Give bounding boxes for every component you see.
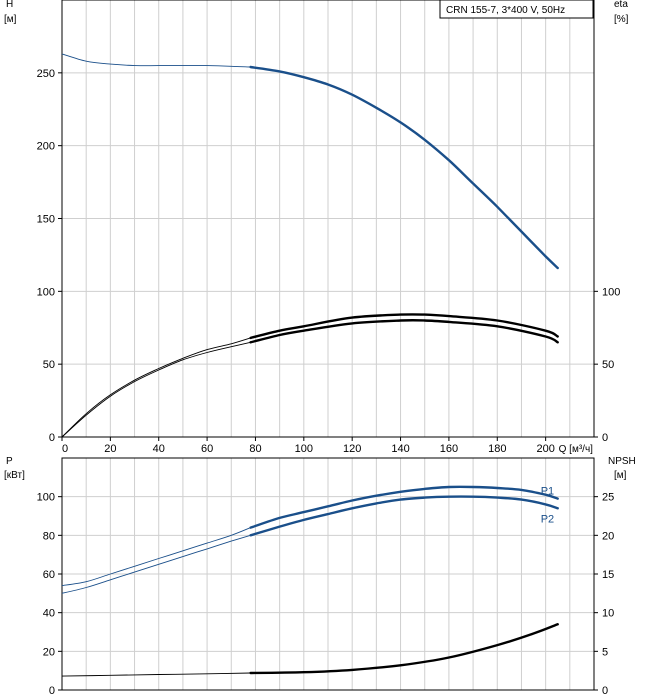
x-tick-label: 80 [249, 443, 261, 455]
x-tick-label: 0 [62, 443, 68, 455]
top-left-axis-label: H [6, 0, 13, 10]
curve-series-0-2-extrapolated [61, 341, 251, 438]
right-tick-label: 20 [602, 530, 614, 542]
curve-p1 [249, 485, 559, 529]
left-tick-label: 60 [43, 569, 55, 581]
right-tick-label: 5 [602, 646, 608, 658]
curve-series-0-0 [249, 65, 559, 270]
left-tick-label: 0 [49, 685, 55, 697]
curve-series-0-0-extrapolated [61, 53, 251, 68]
right-tick-label: 50 [602, 359, 614, 371]
right-tick-label: 100 [602, 286, 620, 298]
x-tick-label: 160 [440, 443, 458, 455]
x-tick-label: 60 [201, 443, 213, 455]
x-tick-label: 40 [153, 443, 165, 455]
series-label-p1: P1 [541, 486, 554, 498]
curve-series-1-2-extrapolated [61, 672, 251, 677]
right-tick-label: 10 [602, 608, 614, 620]
x-axis-label: Q [м³/ч] [559, 444, 594, 455]
power-npsh-plot: 0 20 40 60 80 100 0 5 10 15 20 25 P1 P2 [37, 457, 614, 697]
right-tick-label: 25 [602, 492, 614, 504]
left-tick-label: 150 [37, 214, 55, 226]
left-tick-label: 50 [43, 359, 55, 371]
curve-series-1-2 [249, 623, 559, 675]
top-left-axis-unit: [м] [4, 14, 17, 25]
left-tick-label: 250 [37, 68, 55, 80]
left-tick-label: 200 [37, 141, 55, 153]
x-tick-label: 20 [104, 443, 116, 455]
top-right-axis-unit: [%] [614, 14, 629, 25]
left-tick-label: 100 [37, 492, 55, 504]
x-tick-label: 100 [295, 443, 313, 455]
series-label-p2: P2 [541, 513, 554, 525]
right-tick-label: 0 [602, 432, 608, 444]
curve-series-0-1 [249, 313, 559, 340]
title-box [439, 0, 594, 19]
x-tick-label: 200 [536, 443, 554, 455]
right-tick-label: 0 [602, 685, 608, 697]
top-right-axis-label: eta [614, 0, 628, 10]
left-tick-label: 20 [43, 646, 55, 658]
chart-title: CRN 155-7, 3*400 V, 50Hz [446, 5, 565, 16]
bottom-left-axis-label: P [6, 456, 13, 467]
bottom-right-axis-unit: [м] [614, 470, 627, 481]
curve-p1-extrapolated [61, 527, 251, 587]
curve-series-0-2 [249, 319, 559, 344]
x-tick-label: 120 [343, 443, 361, 455]
curve-p2-extrapolated [61, 534, 251, 594]
left-tick-label: 80 [43, 530, 55, 542]
curve-series-0-1-extrapolated [61, 337, 251, 438]
left-tick-label: 40 [43, 608, 55, 620]
bottom-left-axis-unit: [кВт] [4, 470, 25, 481]
curve-p2 [249, 495, 559, 537]
x-tick-label: 180 [488, 443, 506, 455]
x-tick-label: 140 [391, 443, 409, 455]
left-tick-label: 100 [37, 286, 55, 298]
head-efficiency-plot: 0 50 100 150 200 250 0 50 100 0 20 40 60 80 100 120 140 1… [37, 0, 620, 455]
left-tick-label: 0 [49, 432, 55, 444]
right-tick-label: 15 [602, 569, 614, 581]
bottom-right-axis-label: NPSH [608, 456, 636, 467]
